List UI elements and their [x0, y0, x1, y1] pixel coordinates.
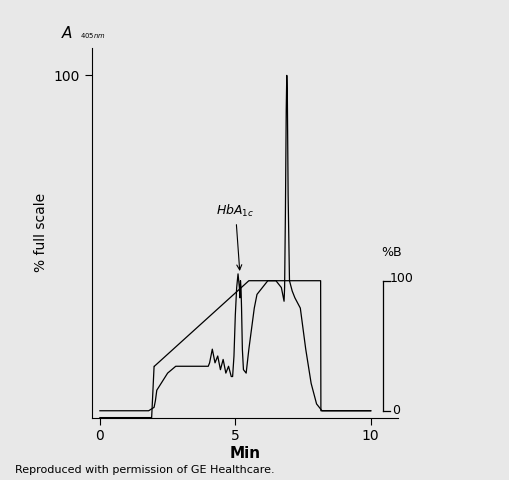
- Text: 100: 100: [389, 272, 413, 285]
- Text: %B: %B: [380, 246, 401, 259]
- Y-axis label: % full scale: % full scale: [34, 193, 48, 272]
- X-axis label: Min: Min: [229, 446, 260, 461]
- Text: $A$: $A$: [61, 24, 73, 41]
- Text: $HbA_{1c}$: $HbA_{1c}$: [216, 203, 254, 270]
- Text: 0: 0: [391, 404, 400, 417]
- Text: Reproduced with permission of GE Healthcare.: Reproduced with permission of GE Healthc…: [15, 465, 274, 475]
- Text: $_{405nm}$: $_{405nm}$: [79, 31, 105, 41]
